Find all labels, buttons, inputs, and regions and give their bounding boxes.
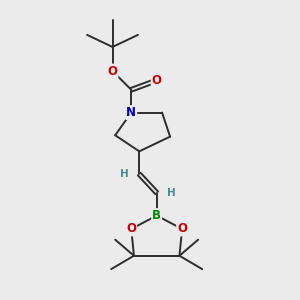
Text: H: H (167, 188, 176, 198)
Text: O: O (152, 74, 162, 87)
Text: H: H (120, 169, 129, 178)
Text: B: B (152, 209, 161, 222)
Text: N: N (126, 106, 136, 119)
Text: O: O (107, 64, 118, 77)
Text: O: O (177, 223, 187, 236)
Text: O: O (126, 223, 136, 236)
